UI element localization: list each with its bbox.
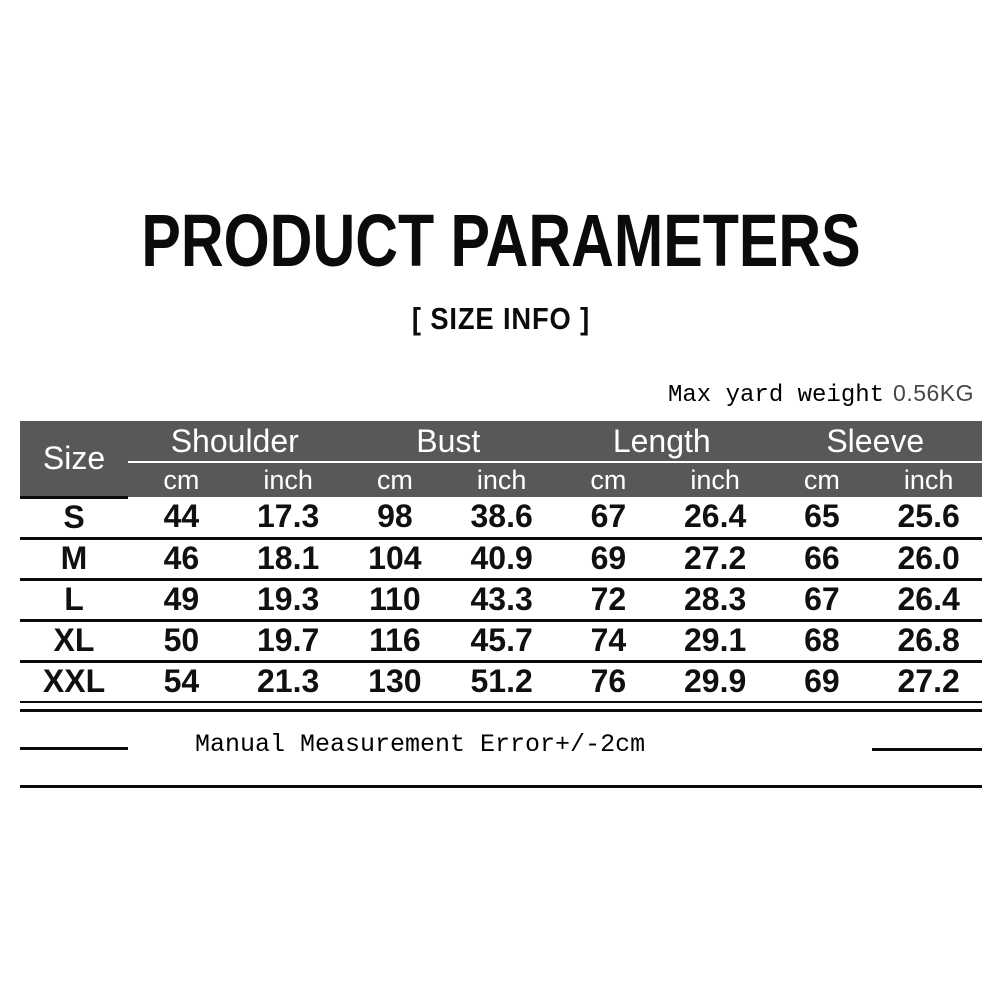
measurement-cell: 66 <box>768 538 876 579</box>
measurement-cell: 19.3 <box>234 579 342 620</box>
measurement-cell: 110 <box>341 579 449 620</box>
measurement-cell: 26.4 <box>661 497 769 538</box>
measurement-cell: 116 <box>341 620 449 661</box>
measurement-cell: 54 <box>128 661 235 702</box>
max-yard-weight-label: Max yard weight <box>668 382 885 409</box>
table-body: S 44 17.3 98 38.6 67 26.4 65 25.6 M 46 18.1 104 40.9 6… <box>20 497 982 702</box>
unit-inch-header: inch <box>661 462 769 497</box>
unit-inch-header: inch <box>448 462 555 497</box>
unit-inch-header: inch <box>234 462 342 497</box>
measurement-cell: 17.3 <box>234 497 342 538</box>
measurement-cell: 130 <box>341 661 449 702</box>
page-title: PRODUCT PARAMETERS <box>141 199 861 282</box>
group-header-row: Size Shoulder Bust Length Sleeve <box>20 421 982 499</box>
unit-cm-header: cm <box>128 462 235 497</box>
measurement-cell: 69 <box>768 661 876 702</box>
measurement-cell: 74 <box>555 620 662 661</box>
measurement-cell: 69 <box>555 538 662 579</box>
sleeve-group-header: Sleeve <box>768 421 982 463</box>
measurement-cell: 104 <box>341 538 449 579</box>
measurement-error-note: Manual Measurement Error+/-2cm <box>195 730 646 759</box>
measurement-cell: 50 <box>128 620 235 661</box>
shoulder-group-header: Shoulder <box>128 421 342 463</box>
note-dash-left <box>20 747 128 750</box>
measurement-cell: 98 <box>341 497 449 538</box>
measurement-cell: 21.3 <box>234 661 342 702</box>
measurement-cell: 26.4 <box>875 579 982 620</box>
table-row: XL 50 19.7 116 45.7 74 29.1 68 26.8 <box>20 620 982 661</box>
size-info-subtitle: [ SIZE INFO ] <box>411 301 591 336</box>
measurement-cell: 26.8 <box>875 620 982 661</box>
measurement-cell: 29.9 <box>661 661 769 702</box>
table-row: XXL 54 21.3 130 51.2 76 29.9 69 27.2 <box>20 661 982 702</box>
unit-header-row: cm inch cm inch cm inch cm inch <box>20 462 982 497</box>
measurement-cell: 76 <box>555 661 662 702</box>
measurement-cell: 28.3 <box>661 579 769 620</box>
max-yard-weight: Max yard weight 0.56KG <box>668 380 974 409</box>
size-label-cell: S <box>20 497 128 538</box>
measurement-cell: 72 <box>555 579 662 620</box>
measurement-cell: 38.6 <box>448 497 555 538</box>
measurement-cell: 67 <box>555 497 662 538</box>
measurement-cell: 45.7 <box>448 620 555 661</box>
measurement-cell: 27.2 <box>661 538 769 579</box>
size-label-cell: M <box>20 538 128 579</box>
measurement-cell: 25.6 <box>875 497 982 538</box>
divider-line-top <box>20 709 982 712</box>
table-row: L 49 19.3 110 43.3 72 28.3 67 26.4 <box>20 579 982 620</box>
size-column-header: Size <box>20 421 128 499</box>
note-dash-right <box>872 748 982 751</box>
measurement-cell: 27.2 <box>875 661 982 702</box>
divider-line-bottom <box>20 785 982 788</box>
measurement-cell: 51.2 <box>448 661 555 702</box>
size-table-header: Size Shoulder Bust Length Sleeve cm inch… <box>20 421 982 499</box>
measurement-cell: 26.0 <box>875 538 982 579</box>
unit-cm-header: cm <box>555 462 662 497</box>
measurement-cell: 65 <box>768 497 876 538</box>
measurement-cell: 29.1 <box>661 620 769 661</box>
measurement-cell: 68 <box>768 620 876 661</box>
unit-cm-header: cm <box>768 462 876 497</box>
table-row: M 46 18.1 104 40.9 69 27.2 66 26.0 <box>20 538 982 579</box>
table-row: S 44 17.3 98 38.6 67 26.4 65 25.6 <box>20 497 982 538</box>
size-table: Size Shoulder Bust Length Sleeve cm inch… <box>20 421 982 703</box>
bust-group-header: Bust <box>341 421 555 463</box>
measurement-cell: 43.3 <box>448 579 555 620</box>
size-label-cell: L <box>20 579 128 620</box>
measurement-cell: 18.1 <box>234 538 342 579</box>
max-yard-weight-value: 0.56KG <box>893 380 975 406</box>
length-group-header: Length <box>555 421 769 463</box>
size-label-cell: XXL <box>20 661 128 702</box>
unit-inch-header: inch <box>875 462 982 497</box>
measurement-cell: 49 <box>128 579 235 620</box>
measurement-cell: 40.9 <box>448 538 555 579</box>
measurement-cell: 67 <box>768 579 876 620</box>
measurement-cell: 46 <box>128 538 235 579</box>
size-label-cell: XL <box>20 620 128 661</box>
measurement-cell: 19.7 <box>234 620 342 661</box>
measurement-cell: 44 <box>128 497 235 538</box>
unit-cm-header: cm <box>341 462 449 497</box>
